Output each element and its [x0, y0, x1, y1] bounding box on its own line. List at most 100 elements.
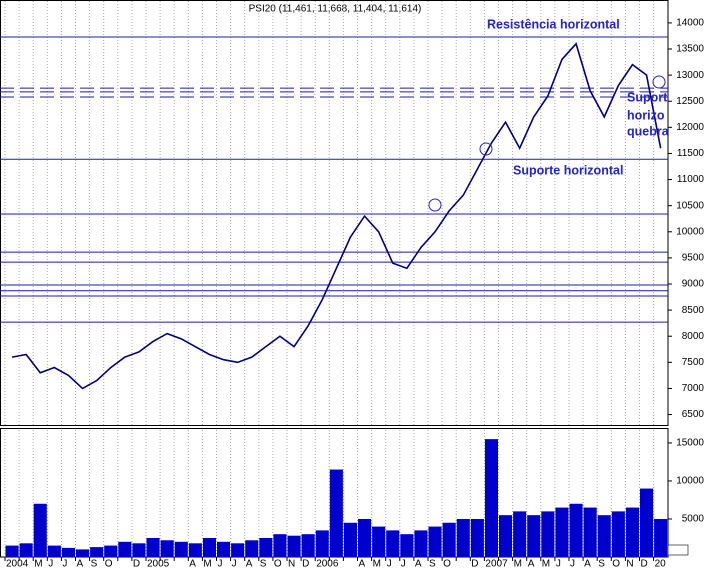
price-line: [11, 42, 662, 390]
y-tick-label: 10500: [676, 200, 704, 211]
y-tick-label: 13500: [676, 44, 704, 55]
plot: Resistência horizontal Suporte horizontal…: [0, 17, 670, 390]
x-tick-label: N: [288, 559, 295, 570]
volume-bar: [301, 534, 315, 557]
x-tick-label: M: [542, 559, 550, 570]
x-tick-label: J: [218, 559, 223, 570]
volume-bar: [611, 511, 625, 557]
x-tick-label: J: [570, 559, 575, 570]
volume-bar: [61, 547, 75, 557]
x-tick-label: J: [232, 559, 237, 570]
volume-bar: [470, 518, 484, 557]
y-tick-label: 7500: [682, 357, 705, 368]
volume-bar: [174, 541, 188, 557]
grid: [4, 1, 655, 557]
smiley: [479, 142, 493, 156]
volume-bar: [5, 545, 19, 557]
volume-bar: [245, 540, 259, 557]
annotation: Suport: [627, 90, 668, 104]
x-tick-label: J: [556, 559, 561, 570]
x-tick-label: S: [260, 559, 267, 570]
volume-bar: [555, 507, 569, 557]
y-tick-label: 11000: [677, 174, 705, 185]
annotation: Resistência horizontal: [487, 17, 620, 31]
y2-tick-label: 10000: [676, 476, 704, 487]
volume-bar: [315, 530, 329, 557]
volume-bar: [47, 545, 61, 557]
x-tick-label: J: [48, 559, 53, 570]
volume-bar: [583, 507, 597, 557]
volume-bar: [400, 534, 414, 557]
x-tick-label: 2007: [485, 559, 508, 570]
x-tick-label: M: [34, 559, 42, 570]
volume-bar: [386, 530, 400, 557]
y2-tick-label: 5000: [682, 514, 705, 525]
x-tick-label: 2004: [6, 559, 29, 570]
volume-bar: [104, 545, 118, 557]
volume-bar: [442, 522, 456, 557]
x-tick-label: N: [626, 559, 633, 570]
x-tick-label: M: [373, 559, 381, 570]
y-tick-label: 12500: [676, 96, 704, 107]
volume-bar: [499, 515, 513, 557]
volume-bar: [625, 507, 639, 557]
x-tick-label: A: [584, 559, 591, 570]
x-tick-label: J: [387, 559, 392, 570]
y-tick-label: 14000: [676, 18, 704, 29]
x-tick-label: A: [359, 559, 366, 570]
x-tick-label: D: [302, 559, 309, 570]
smiley: [652, 75, 666, 89]
x-tick-label: O: [443, 559, 451, 570]
volume-bar: [597, 515, 611, 557]
smiley: [428, 198, 442, 212]
x-tick-label: J: [401, 559, 406, 570]
volume-bar: [541, 511, 555, 557]
x-tick-label: S: [429, 559, 436, 570]
x-tick-label: A: [246, 559, 253, 570]
volume-bar: [90, 547, 104, 557]
volume-bar: [217, 541, 231, 557]
volume-bar: [414, 530, 428, 557]
volume-bar: [484, 439, 498, 557]
y-tick-label: 10000: [676, 226, 704, 237]
chart-title: PSI20 (11,461, 11,668, 11,404, 11,614): [249, 4, 422, 15]
volume-bar: [146, 537, 160, 557]
y-tick-label: 9000: [682, 279, 705, 290]
volume-bar: [358, 518, 372, 557]
x-tick-label: 2006: [316, 559, 339, 570]
annotation: Suporte horizontal: [513, 163, 623, 177]
x-tick-label: D: [471, 559, 478, 570]
price-panel: [0, 0, 669, 426]
volume-bar: [456, 518, 470, 557]
volume-bar: [231, 543, 245, 557]
volume-bar: [188, 543, 202, 557]
y-tick-label: 11500: [677, 148, 705, 159]
x-tick-label: A: [415, 559, 422, 570]
x-tick-label: S: [598, 559, 605, 570]
volume-bar: [202, 537, 216, 557]
volume-bar: [513, 511, 527, 557]
x-tick-label: O: [612, 559, 620, 570]
volume-bar: [640, 488, 654, 557]
x-tick-label: 20: [655, 559, 667, 570]
y2-tick-label: 15000: [676, 438, 704, 449]
volume-bar: [259, 537, 273, 557]
x-tick-label: S: [91, 559, 98, 570]
y-tick-label: 8500: [682, 305, 705, 316]
x-tick-label: A: [189, 559, 196, 570]
volume-bar: [569, 503, 583, 557]
x-tick-label: M: [203, 559, 211, 570]
volume-bar: [428, 526, 442, 557]
x-tick-label: A: [528, 559, 535, 570]
volume-bar: [160, 540, 174, 557]
y-tick-label: 12000: [676, 122, 704, 133]
volume-bar: [527, 515, 541, 557]
y-tick-label: 6500: [682, 409, 705, 420]
volume-bar: [132, 543, 146, 557]
x-tick-label: O: [274, 559, 282, 570]
smileys: [428, 75, 666, 212]
x-tick-label: A: [77, 559, 84, 570]
volume-bar: [273, 534, 287, 557]
annotation: quebra: [627, 124, 670, 138]
